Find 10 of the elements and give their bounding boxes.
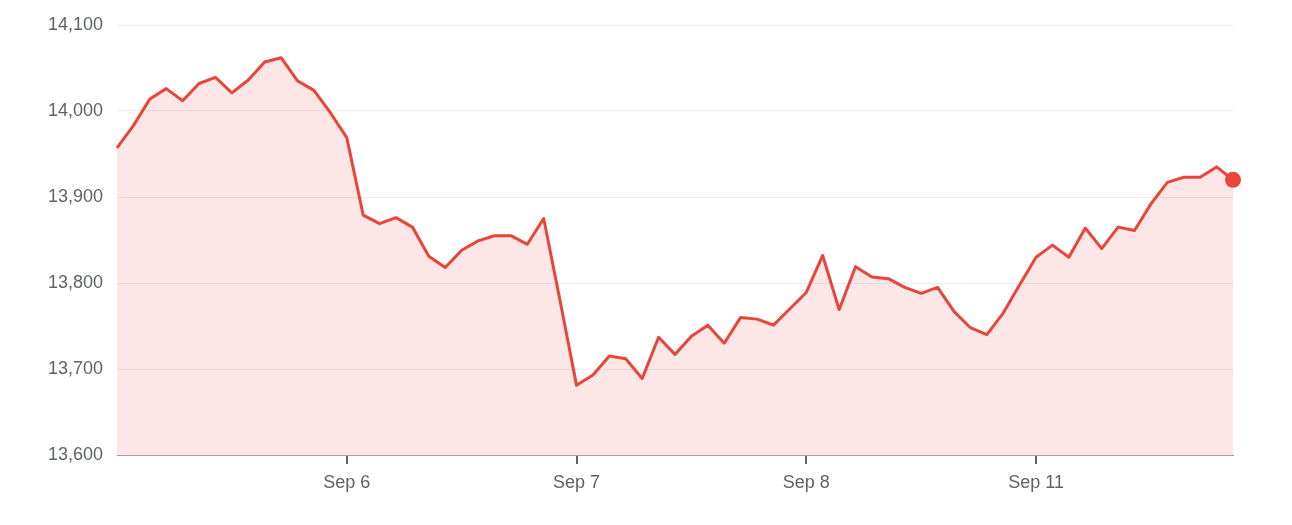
y-tick-label: 14,100	[47, 13, 103, 34]
y-tick-label: 14,000	[47, 99, 103, 120]
y-tick-label: 13,700	[47, 357, 103, 378]
x-tick-label: Sep 11	[1008, 471, 1064, 492]
y-tick-label: 13,600	[47, 443, 103, 464]
y-tick-label: 13,900	[47, 185, 103, 206]
y-tick-label: 13,800	[47, 271, 103, 292]
x-tick-label: Sep 8	[782, 471, 830, 492]
x-tick-label: Sep 7	[553, 471, 601, 492]
x-tick-label: Sep 6	[323, 471, 371, 492]
